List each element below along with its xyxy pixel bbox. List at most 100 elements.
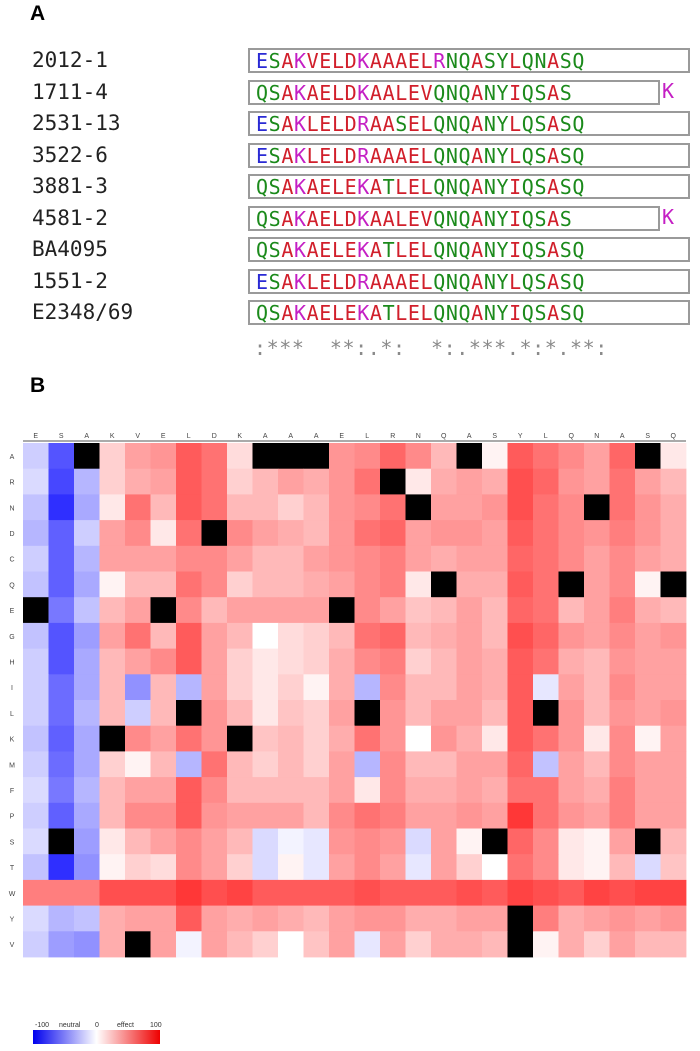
heatmap-cell [380,545,406,572]
y-tick-label: Q [9,582,15,589]
sequence-box: ESAKLELDRAASELQNQANYLQSASQ [248,111,690,136]
heatmap-cell [635,648,661,675]
heatmap-cell [303,597,330,624]
heatmap-cell [23,879,49,906]
heatmap-cell [303,571,330,598]
heatmap-cell [507,931,534,958]
heatmap-cell [558,751,585,778]
heatmap-cell [329,674,355,701]
heatmap-cell [482,751,508,778]
heatmap-cell [456,571,483,598]
heatmap-cell [227,854,253,881]
heatmap-cell [660,905,687,932]
heatmap-cell [278,879,304,906]
heatmap-cell [660,494,687,521]
x-tick-label: K [237,433,242,440]
sequence-box: QSAKAELDKAALEVQNQANYIQSAS [248,79,660,105]
x-tick-label: S [492,433,497,440]
heatmap-cell [201,854,228,881]
heatmap-cell [74,828,100,855]
heatmap-cell [660,802,687,829]
sequence-box: ESAKVELDKAAAELRNQASYLQNASQ [248,48,690,73]
heatmap-cell [635,674,661,701]
heatmap-cell [609,597,636,624]
heatmap-cell [303,520,330,547]
heatmap-cell [48,751,75,778]
heatmap-cell [329,905,355,932]
heatmap-cell [558,648,585,675]
heatmap-cell [507,700,534,727]
heatmap-cell [48,571,75,598]
heatmap-cell [533,879,559,906]
heatmap-cell [74,443,100,470]
sequence-name: 1551-2 [32,268,108,293]
heatmap-cell [558,802,585,829]
heatmap-cell [507,854,534,881]
heatmap-cell [252,545,279,572]
heatmap-cell [125,777,151,804]
heatmap-cell [74,571,100,598]
heatmap-cell [456,751,483,778]
heatmap-cell [23,777,49,804]
heatmap-cell [507,494,534,521]
heatmap-cell [227,622,253,649]
heatmap-cell [354,700,381,727]
heatmap-cell [584,648,610,675]
heatmap-cell [201,751,228,778]
heatmap-cell [456,494,483,521]
heatmap-cell [354,468,381,495]
heatmap-cell [482,700,508,727]
heatmap-cell [48,545,75,572]
heatmap-cell [201,777,228,804]
panel-label-b: B [30,374,46,397]
sequence-name: E2348/69 [32,300,134,324]
heatmap-cell [431,545,457,572]
heatmap-cell [125,751,151,778]
heatmap-cell [482,777,508,804]
sequence-name: 3522-6 [32,142,108,167]
heatmap-cell [533,648,559,675]
heatmap-cell [23,468,49,495]
heatmap-cell [380,597,406,624]
heatmap-cell [176,828,202,855]
sequence-residues: ESAKVELDKAAAELRNQASYLQNASQ [256,49,586,73]
heatmap-cell [405,751,432,778]
heatmap-cell [150,700,177,727]
heatmap-cell [278,468,304,495]
legend-effect-label: effect [117,1022,134,1029]
heatmap-cell [380,700,406,727]
heatmap-cell [303,674,330,701]
heatmap-cell [609,494,636,521]
heatmap-cell [584,443,610,470]
heatmap-cell [660,648,687,675]
heatmap-cell [533,854,559,881]
x-tick-label: A [467,433,472,440]
heatmap-cell [48,802,75,829]
heatmap-cell [609,751,636,778]
heatmap-cell [660,674,687,701]
heatmap-cell [201,571,228,598]
heatmap-cell [329,879,355,906]
heatmap-cell [584,725,610,752]
heatmap-cell [99,648,126,675]
heatmap-cell [303,879,330,906]
heatmap-cell [507,622,534,649]
heatmap-cell [329,443,355,470]
heatmap-cell [150,674,177,701]
heatmap-cell [150,828,177,855]
heatmap-cell [303,443,330,470]
heatmap-cell [74,674,100,701]
heatmap-cell [558,622,585,649]
heatmap-cell [456,828,483,855]
y-tick-label: H [9,659,14,666]
heatmap-cell [48,931,75,958]
heatmap-cell [150,931,177,958]
heatmap-cell [533,828,559,855]
heatmap-cell [431,777,457,804]
heatmap-cell [201,700,228,727]
heatmap-cell [660,571,687,598]
heatmap-cell [176,700,202,727]
heatmap-cell [176,905,202,932]
heatmap-cell [150,571,177,598]
heatmap-cell [558,674,585,701]
